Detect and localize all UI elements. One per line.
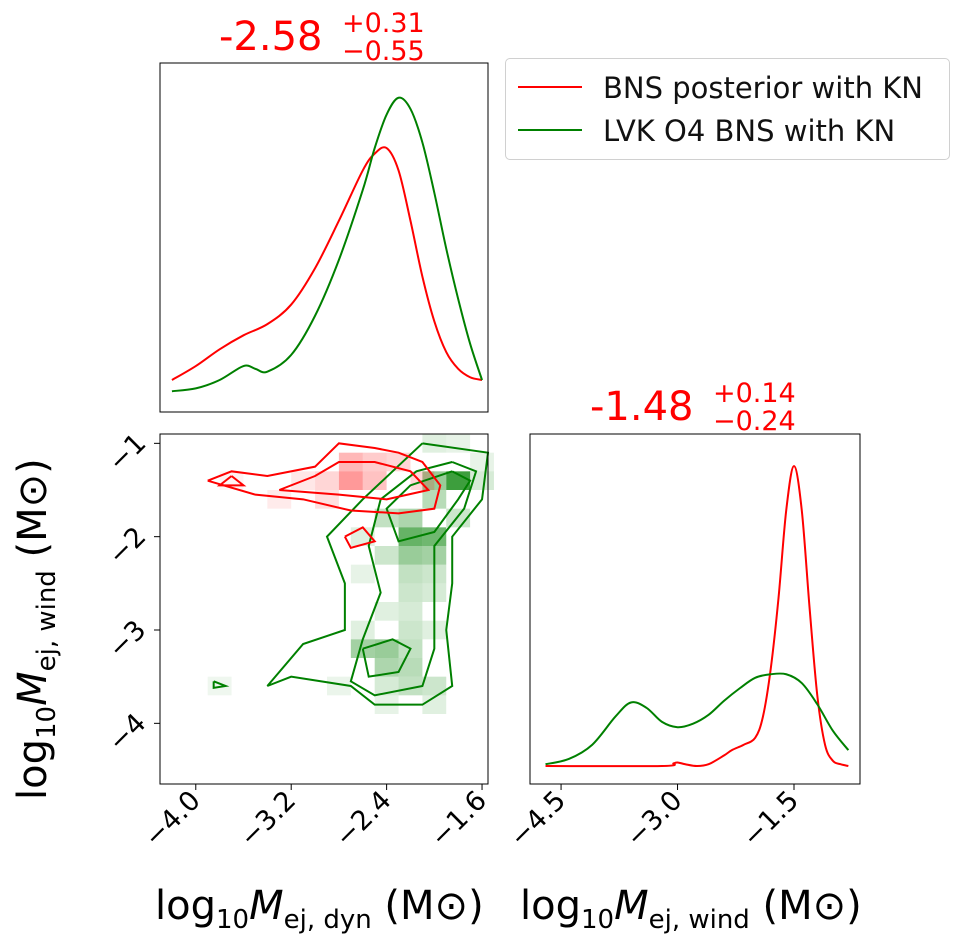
green-density-cell-33 xyxy=(374,602,399,621)
top-title-minus: −0.55 xyxy=(342,36,425,67)
legend-label-bns: BNS posterior with KN xyxy=(603,71,924,105)
right-marginal-series-lvk xyxy=(545,672,850,766)
legend-item-lvk: LVK O4 BNS with KN xyxy=(506,110,949,150)
red-contour-2 xyxy=(278,461,431,501)
right-marginal-series-bns xyxy=(545,465,849,768)
red-density-cell-5 xyxy=(315,471,339,490)
x-axis-label-wind: log10Mej, wind (M⊙) xyxy=(520,883,862,935)
joint-ytick-label-3: −4 xyxy=(102,708,152,758)
green-density-cell-20 xyxy=(422,676,447,696)
joint-ytick-label-1: −2 xyxy=(102,521,152,571)
right-marginal-panel-frame xyxy=(529,433,861,785)
right-title-plus: +0.14 xyxy=(713,378,796,409)
red-density-cell-1 xyxy=(338,471,363,490)
green-density-cell-30 xyxy=(350,620,375,640)
green-density-cell-2 xyxy=(422,490,447,509)
green-contour-2 xyxy=(385,470,472,543)
joint-xtick-label-3: −1.6 xyxy=(425,785,493,853)
green-contour-0 xyxy=(266,442,490,706)
green-contour-1 xyxy=(349,461,478,697)
green-density-cell-12 xyxy=(398,602,423,621)
green-density-cell-19 xyxy=(398,676,423,696)
joint-ytick-label-0: −1 xyxy=(102,428,152,478)
top-marginal-panel-frame xyxy=(159,62,489,413)
joint-xtick-label-0: −4.0 xyxy=(138,785,206,853)
red-density-cell-7 xyxy=(267,490,292,509)
x-axis-label-dyn: log10Mej, dyn (M⊙) xyxy=(155,883,484,935)
green-density-cell-10 xyxy=(398,564,423,584)
red-contour-3 xyxy=(343,526,377,550)
right-xtick-label-0: −4.5 xyxy=(504,785,572,853)
green-contour-4 xyxy=(212,680,230,690)
joint-xtick-label-1: −3.2 xyxy=(234,785,302,853)
green-density-cell-27 xyxy=(470,452,494,472)
top-title-value: -2.58 xyxy=(219,14,323,60)
right-title-value: -1.48 xyxy=(590,384,694,430)
right-xtick-label-2: −1.5 xyxy=(737,785,805,853)
green-density-cell-21 xyxy=(374,676,399,696)
green-density-cell-0 xyxy=(446,471,471,490)
green-density-cell-18 xyxy=(398,658,423,677)
green-density-cell-11 xyxy=(398,583,423,602)
joint-xtick-label-2: −2.4 xyxy=(329,785,397,853)
red-contour-0 xyxy=(207,442,442,515)
right-xtick-label-1: −3.0 xyxy=(620,785,688,853)
green-density-cell-13 xyxy=(398,620,423,640)
green-density-cell-3 xyxy=(422,527,447,546)
red-contour-1 xyxy=(216,475,247,487)
joint-ytick-label-2: −3 xyxy=(102,614,152,664)
red-density-cell-9 xyxy=(362,471,387,490)
right-title-minus: −0.24 xyxy=(713,406,796,437)
green-density-cell-24 xyxy=(350,564,375,584)
green-density-cell-9 xyxy=(374,546,399,565)
top-panel-title: -2.58 +0.31 −0.55 xyxy=(219,6,439,67)
legend-line-green xyxy=(518,129,582,131)
legend-label-lvk: LVK O4 BNS with KN xyxy=(603,114,896,148)
joint-panel-frame xyxy=(159,433,489,785)
green-density-cell-5 xyxy=(398,546,423,565)
green-contour-3 xyxy=(361,638,412,678)
top-title-plus: +0.31 xyxy=(342,8,425,39)
top-marginal-series-lvk xyxy=(171,96,483,393)
green-density-cell-23 xyxy=(350,527,375,546)
top-marginal-series-bns xyxy=(171,146,483,382)
legend-item-bns: BNS posterior with KN xyxy=(506,67,949,107)
green-density-cell-35 xyxy=(326,676,351,696)
right-panel-title: -1.48 +0.14 −0.24 xyxy=(590,376,810,437)
legend: BNS posterior with KN LVK O4 BNS with KN xyxy=(505,58,950,160)
y-axis-label-wind: log10Mej, wind (M⊙) xyxy=(10,458,62,800)
green-density-cell-28 xyxy=(422,434,447,453)
green-density-cell-4 xyxy=(398,527,423,546)
legend-line-red xyxy=(518,86,582,88)
